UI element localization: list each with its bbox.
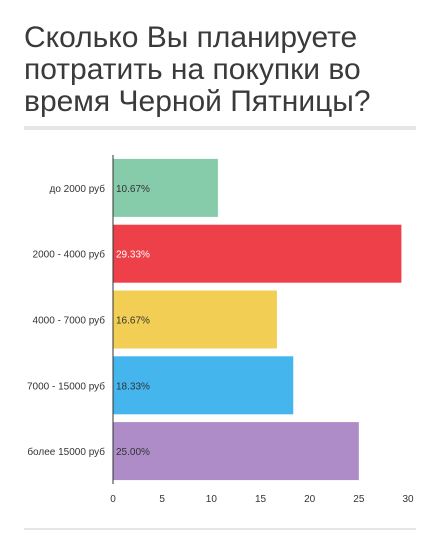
- chart-title-line-1: Сколько Вы планируете: [24, 21, 358, 54]
- bottom-divider: [24, 528, 416, 530]
- x-tick-label-25: 25: [353, 494, 365, 505]
- x-tick-label-20: 20: [304, 494, 316, 505]
- bar-4: [113, 356, 294, 415]
- bar-1: [113, 158, 218, 217]
- data-label-4: 18.33%: [116, 381, 150, 392]
- data-label-2: 29.33%: [116, 250, 150, 261]
- bar-2: [113, 224, 402, 283]
- x-tick-label-5: 5: [159, 494, 165, 505]
- data-label-5: 25.00%: [116, 447, 150, 458]
- x-tick-label-30: 30: [402, 494, 414, 505]
- bar-3: [113, 290, 277, 349]
- category-label-5: более 15000 руб: [27, 446, 105, 458]
- x-tick-label-0: 0: [110, 494, 116, 505]
- data-label-1: 10.67%: [116, 184, 150, 195]
- category-label-3: 4000 - 7000 руб: [33, 315, 106, 327]
- bar-5: [113, 422, 359, 481]
- chart-title-line-3: время Черной Пятницы?: [24, 85, 371, 118]
- category-label-1: до 2000 руб: [50, 183, 106, 195]
- chart-title-line-2: потратить на покупки во: [24, 53, 361, 86]
- category-label-2: 2000 - 4000 руб: [33, 249, 106, 261]
- x-tick-label-15: 15: [255, 494, 267, 505]
- title-divider: [24, 126, 416, 130]
- x-tick-label-10: 10: [206, 494, 218, 505]
- data-label-3: 16.67%: [116, 316, 150, 327]
- chart-title: Сколько Вы планируете потратить на покуп…: [24, 22, 424, 118]
- category-label-4: 7000 - 15000 руб: [27, 380, 105, 392]
